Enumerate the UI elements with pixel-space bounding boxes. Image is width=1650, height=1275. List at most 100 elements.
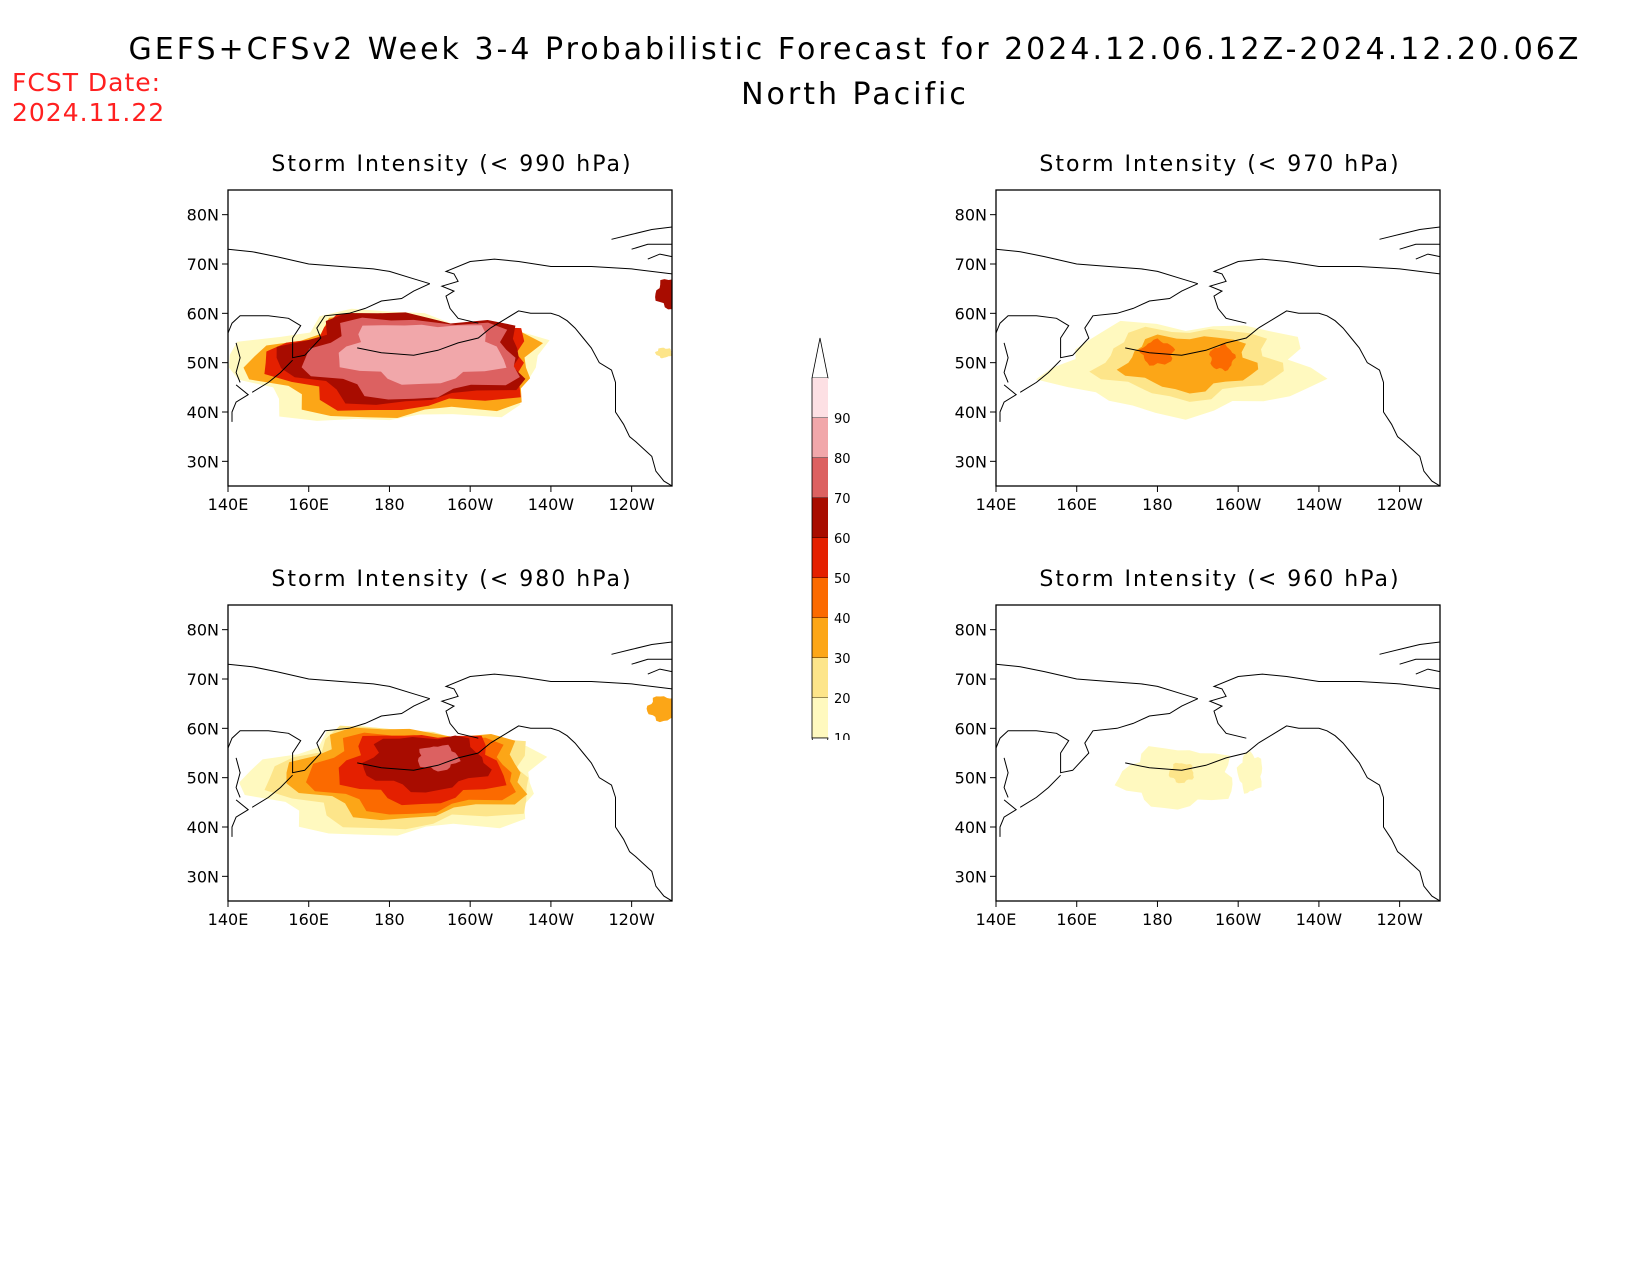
colorbar-label: 50 bbox=[834, 572, 851, 587]
lon-tick-label: 160E bbox=[288, 495, 329, 514]
probability-contours bbox=[1035, 320, 1328, 420]
contour-level-3 bbox=[646, 696, 672, 723]
colorbar-swatch bbox=[812, 378, 828, 418]
colorbar-label: 60 bbox=[834, 532, 851, 547]
coastline-segment bbox=[235, 757, 241, 798]
contour-level-4 bbox=[1209, 343, 1236, 372]
map-panel-980: 80N 70N 60N 50N 40N 30N 140E 160E 180 160W 140W 120… bbox=[187, 604, 673, 929]
coastline-segment bbox=[1415, 253, 1440, 260]
lon-tick-label: 180 bbox=[1142, 910, 1173, 929]
colorbar-label: 80 bbox=[834, 452, 851, 467]
colorbar-swatch bbox=[812, 458, 828, 498]
coastline-segment bbox=[228, 663, 430, 700]
contour-level-1 bbox=[1236, 751, 1263, 794]
colorbar-label: 70 bbox=[834, 492, 851, 507]
coastline bbox=[228, 226, 672, 486]
coastline-segment bbox=[231, 384, 250, 422]
lon-tick-label: 180 bbox=[1142, 495, 1173, 514]
contour-level-4 bbox=[1138, 338, 1176, 366]
coastline-segment bbox=[631, 243, 672, 250]
colorbar-label: 10 bbox=[834, 732, 851, 740]
page-title: GEFS+CFSv2 Week 3-4 Probabilistic Foreca… bbox=[128, 32, 1582, 67]
coastline-segment bbox=[1019, 774, 1061, 808]
lon-tick-label: 160W bbox=[1215, 910, 1262, 929]
lon-tick-label: 140W bbox=[528, 910, 575, 929]
lon-tick-label: 120W bbox=[608, 910, 655, 929]
coastline-segment bbox=[357, 742, 491, 771]
panel-title-960: Storm Intensity (< 960 hPa) bbox=[1039, 567, 1401, 592]
lat-tick-label: 30N bbox=[187, 867, 219, 886]
map-panel-960: 80N 70N 60N 50N 40N 30N 140E 160E 180 160W 140W 120… bbox=[955, 604, 1441, 929]
coastline-segment bbox=[1415, 668, 1440, 675]
coastline-segment bbox=[1399, 243, 1440, 250]
lat-tick-label: 50N bbox=[955, 769, 987, 788]
lat-tick-label: 60N bbox=[187, 719, 219, 738]
coastline-segment bbox=[999, 799, 1018, 837]
map-panel-990: 80N 70N 60N 50N 40N 30N 140E 160E 180 160W 140W 120… bbox=[187, 189, 673, 514]
lat-tick-label: 70N bbox=[955, 670, 987, 689]
fcst-date-label: FCST Date: bbox=[12, 68, 162, 97]
coastline bbox=[996, 641, 1440, 901]
map-frame bbox=[995, 189, 1441, 487]
panel-title-980: Storm Intensity (< 980 hPa) bbox=[271, 567, 633, 592]
panel-title-970: Storm Intensity (< 970 hPa) bbox=[1039, 152, 1401, 177]
coastline-segment bbox=[1003, 342, 1009, 383]
map-background bbox=[996, 605, 1440, 901]
colorbar-top-arrow bbox=[811, 337, 829, 379]
lon-tick-label: 180 bbox=[374, 495, 405, 514]
coastline-segment bbox=[235, 342, 241, 383]
colorbar-legend: 90 80 70 60 50 40 30 20 10 bbox=[811, 337, 851, 740]
lat-tick-label: 30N bbox=[955, 452, 987, 471]
lon-tick-label: 120W bbox=[1376, 495, 1423, 514]
lat-tick-label: 60N bbox=[955, 719, 987, 738]
lat-tick-label: 40N bbox=[187, 818, 219, 837]
coastline-segment bbox=[1379, 641, 1440, 655]
coastline-segment bbox=[1003, 757, 1009, 798]
probability-contours bbox=[1114, 746, 1263, 810]
lon-tick-label: 140W bbox=[1296, 910, 1343, 929]
colorbar-label: 20 bbox=[834, 692, 851, 707]
coastline-segment bbox=[1379, 226, 1440, 240]
fcst-date-value: 2024.11.22 bbox=[12, 98, 166, 127]
coastline-segment bbox=[611, 226, 672, 240]
coastline-segment bbox=[1125, 742, 1259, 771]
lat-tick-label: 30N bbox=[955, 867, 987, 886]
contour-level-6 bbox=[655, 279, 672, 310]
lon-tick-label: 140W bbox=[528, 495, 575, 514]
map-panel-970: 80N 70N 60N 50N 40N 30N 140E 160E 180 160W 140W 120… bbox=[955, 189, 1441, 514]
lat-tick-label: 30N bbox=[187, 452, 219, 471]
colorbar-swatch bbox=[812, 498, 828, 538]
coastline-segment bbox=[228, 283, 431, 359]
contour-level-8 bbox=[338, 324, 507, 385]
coastline bbox=[996, 226, 1440, 486]
colorbar-swatch bbox=[812, 538, 828, 578]
lon-tick-label: 140E bbox=[208, 910, 249, 929]
coastline-segment bbox=[490, 725, 672, 901]
lat-tick-label: 40N bbox=[955, 403, 987, 422]
lon-tick-label: 180 bbox=[374, 910, 405, 929]
colorbar-bottom-arrow bbox=[811, 737, 829, 740]
coastline-segment bbox=[1399, 658, 1440, 665]
lon-tick-label: 120W bbox=[1376, 910, 1423, 929]
lat-tick-label: 60N bbox=[955, 304, 987, 323]
lat-tick-label: 60N bbox=[187, 304, 219, 323]
lon-tick-label: 140E bbox=[208, 495, 249, 514]
coastline-segment bbox=[631, 658, 672, 665]
colorbar-swatch bbox=[812, 658, 828, 698]
lat-tick-label: 50N bbox=[955, 354, 987, 373]
lat-tick-label: 80N bbox=[187, 206, 219, 225]
coastline-segment bbox=[1125, 327, 1259, 356]
colorbar-swatch bbox=[812, 578, 828, 618]
colorbar-swatch bbox=[812, 698, 828, 738]
colorbar-label: 40 bbox=[834, 612, 851, 627]
coastline-segment bbox=[357, 327, 491, 356]
coastline-segment bbox=[1258, 725, 1440, 901]
lon-tick-label: 160W bbox=[1215, 495, 1262, 514]
lat-tick-label: 70N bbox=[187, 255, 219, 274]
lon-tick-label: 160E bbox=[288, 910, 329, 929]
lon-tick-label: 160W bbox=[447, 910, 494, 929]
coastline-segment bbox=[490, 310, 672, 486]
lat-tick-label: 50N bbox=[187, 769, 219, 788]
coastline-segment bbox=[1258, 310, 1440, 486]
coastline-segment bbox=[647, 668, 672, 675]
